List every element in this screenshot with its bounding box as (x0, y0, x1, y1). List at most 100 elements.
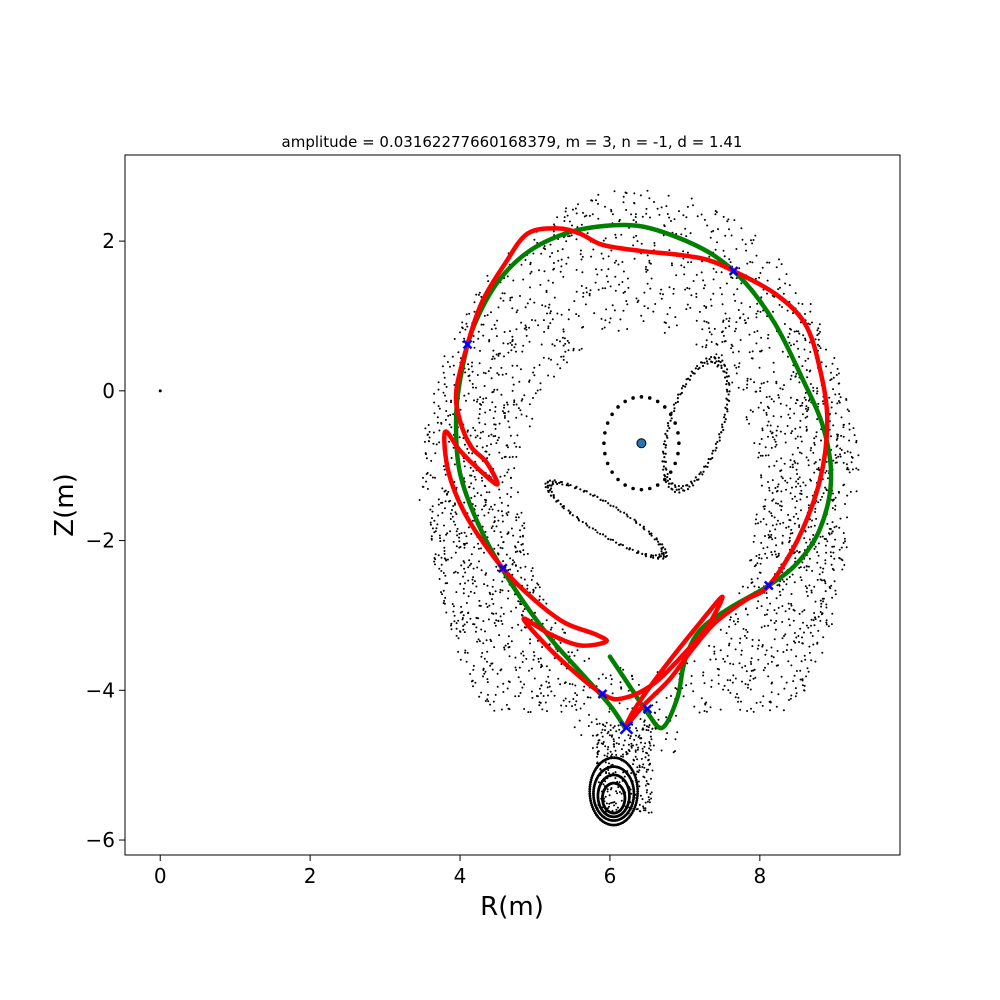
poincare-point (452, 413, 455, 416)
poincare-point (746, 710, 749, 712)
island-point (662, 553, 665, 556)
poincare-point (825, 606, 828, 609)
poincare-point (520, 413, 523, 416)
poincare-point (502, 541, 505, 544)
poincare-point (834, 538, 837, 541)
poincare-point (434, 558, 437, 561)
poincare-point (751, 261, 754, 264)
poincare-point (781, 637, 784, 640)
poincare-point (425, 453, 427, 456)
poincare-point (617, 724, 620, 727)
poincare-point (547, 327, 550, 330)
poincare-point (763, 508, 766, 510)
poincare-point (757, 658, 760, 661)
poincare-point (608, 772, 611, 775)
poincare-point (463, 567, 466, 570)
poincare-point (814, 545, 817, 548)
poincare-point (755, 555, 758, 557)
poincare-point (505, 512, 508, 515)
poincare-point (442, 371, 445, 374)
poincare-point (759, 562, 762, 565)
poincare-point (541, 304, 544, 307)
poincare-point (478, 640, 481, 643)
poincare-point (799, 404, 802, 407)
poincare-point (809, 310, 812, 313)
poincare-point (813, 443, 816, 446)
poincare-point (668, 286, 671, 289)
poincare-point (800, 579, 803, 582)
poincare-point (702, 674, 705, 677)
poincare-point (614, 233, 617, 236)
poincare-point (507, 590, 510, 592)
poincare-point (455, 634, 458, 637)
poincare-point (480, 547, 482, 550)
poincare-point (438, 534, 441, 537)
poincare-point (486, 678, 489, 681)
poincare-point (831, 545, 834, 548)
poincare-point (723, 684, 726, 687)
poincare-point (808, 651, 811, 654)
poincare-point (451, 603, 454, 605)
poincare-point (670, 262, 673, 265)
poincare-point (536, 695, 539, 698)
poincare-point (551, 343, 554, 346)
poincare-point (848, 410, 850, 413)
poincare-point (446, 558, 449, 561)
poincare-point (597, 288, 600, 291)
poincare-point (704, 703, 707, 706)
poincare-point (447, 490, 450, 493)
poincare-point (433, 560, 436, 563)
poincare-point (700, 271, 703, 274)
poincare-point (717, 674, 720, 677)
poincare-point (450, 457, 453, 459)
poincare-point (644, 784, 647, 787)
poincare-point (800, 452, 803, 455)
poincare-point (746, 586, 749, 589)
poincare-point (449, 414, 452, 416)
poincare-point (489, 409, 491, 411)
poincare-point (692, 204, 694, 207)
poincare-point (627, 689, 630, 692)
poincare-point (605, 802, 608, 805)
poincare-point (741, 238, 744, 241)
poincare-point (824, 580, 827, 583)
poincare-point (648, 798, 651, 801)
poincare-point (728, 317, 731, 320)
poincare-point (613, 309, 616, 312)
poincare-point (794, 375, 797, 378)
poincare-point (475, 585, 478, 588)
poincare-point (668, 326, 671, 329)
poincare-point (519, 295, 521, 297)
poincare-point (501, 547, 504, 550)
poincare-point (596, 733, 599, 736)
poincare-point (506, 401, 508, 404)
poincare-point (509, 296, 512, 299)
poincare-point (842, 542, 845, 544)
poincare-point (793, 632, 796, 634)
poincare-point (777, 502, 779, 505)
poincare-point (741, 666, 744, 669)
poincare-point (549, 322, 552, 325)
poincare-point (634, 216, 637, 218)
poincare-point (528, 425, 531, 428)
poincare-point (564, 681, 567, 684)
island-point (720, 364, 723, 367)
poincare-point (483, 657, 486, 660)
poincare-point (538, 269, 540, 272)
poincare-point (857, 454, 860, 457)
poincare-point (734, 677, 737, 680)
poincare-point (799, 669, 802, 672)
stable-manifold-curve (453, 222, 834, 731)
island-point (658, 555, 661, 558)
chart-title: amplitude = 0.03162277660168379, m = 3, … (282, 133, 743, 151)
poincare-point (502, 299, 505, 302)
poincare-point (822, 567, 825, 570)
poincare-point (829, 551, 832, 554)
poincare-point (600, 731, 603, 734)
poincare-point (751, 645, 754, 648)
poincare-point (546, 710, 548, 713)
poincare-point (608, 762, 610, 765)
poincare-point (817, 615, 820, 618)
poincare-point (591, 213, 594, 216)
flux-surface-point (605, 461, 610, 466)
